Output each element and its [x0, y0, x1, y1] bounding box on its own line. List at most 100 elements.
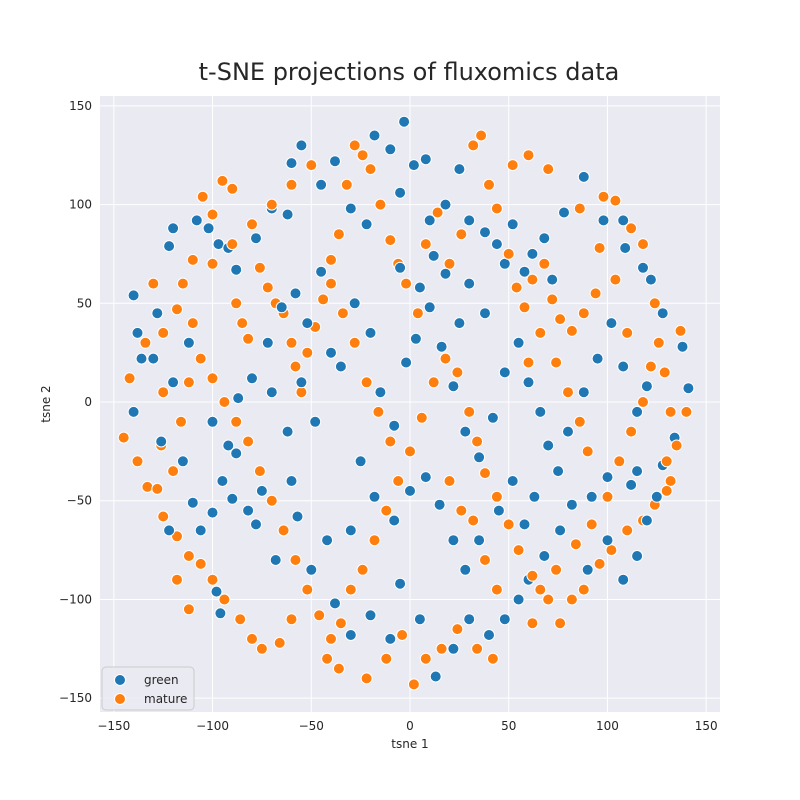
data-point-mature [255, 642, 268, 655]
data-point-green [419, 471, 432, 484]
data-point-mature [512, 544, 525, 557]
data-point-mature [147, 277, 160, 290]
y-axis-label: tsne 2 [39, 385, 53, 422]
data-point-green [206, 506, 219, 519]
data-point-mature [573, 202, 586, 215]
data-point-mature [419, 652, 432, 665]
data-point-green [453, 317, 466, 330]
data-point-mature [404, 445, 416, 458]
data-point-green [289, 287, 302, 300]
data-point-green [151, 307, 164, 320]
data-point-green [413, 613, 426, 626]
data-point-mature [467, 514, 480, 527]
data-point-mature [664, 405, 677, 418]
data-point-mature [609, 194, 622, 207]
data-point-green [202, 222, 215, 235]
data-point-green [388, 514, 401, 527]
data-point-green [329, 597, 341, 610]
y-tick-label: 150 [69, 99, 92, 113]
data-point-mature [451, 366, 464, 379]
data-point-mature [652, 336, 665, 349]
data-point-green [250, 518, 262, 531]
data-point-green [368, 490, 381, 503]
data-point-green [394, 186, 407, 199]
data-point-mature [605, 544, 618, 557]
data-point-mature [226, 182, 239, 195]
data-point-mature [246, 218, 258, 231]
data-point-green [222, 439, 235, 452]
data-point-green [617, 360, 630, 373]
data-point-mature [182, 550, 195, 562]
data-point-mature [674, 324, 687, 337]
data-point-green [344, 524, 357, 537]
data-point-green [394, 261, 407, 274]
data-point-mature [151, 482, 164, 495]
data-point-mature [670, 439, 683, 452]
data-point-mature [380, 652, 393, 665]
data-point-green [498, 257, 511, 270]
data-point-green [182, 336, 195, 349]
data-point-mature [230, 297, 243, 310]
data-point-mature [589, 287, 602, 300]
data-point-mature [439, 352, 452, 365]
data-point-mature [242, 332, 255, 345]
data-point-mature [334, 617, 347, 630]
data-point-mature [216, 174, 229, 187]
data-point-green [518, 265, 531, 278]
data-point-green [295, 376, 308, 389]
x-tick-label: −150 [97, 719, 130, 733]
data-point-mature [479, 467, 491, 480]
data-point-mature [554, 313, 567, 326]
data-point-green [640, 514, 653, 527]
data-point-green [186, 496, 199, 509]
data-point-mature [196, 190, 209, 203]
data-point-mature [415, 411, 428, 424]
data-point-mature [206, 573, 219, 586]
x-tick-label: 100 [596, 719, 619, 733]
y-tick-label: 50 [77, 296, 92, 310]
data-point-mature [230, 415, 243, 428]
data-point-green [394, 577, 407, 590]
data-point-green [163, 524, 176, 537]
data-point-mature [332, 228, 345, 241]
data-point-green [538, 550, 551, 562]
data-point-mature [577, 307, 590, 320]
data-point-green [631, 405, 644, 418]
data-point-mature [325, 253, 337, 266]
data-point-green [348, 297, 361, 310]
data-point-mature [534, 326, 547, 339]
data-point-mature [506, 159, 519, 172]
data-point-green [617, 573, 630, 586]
data-point-mature [175, 415, 187, 428]
data-point-green [619, 242, 632, 254]
data-point-mature [364, 163, 377, 176]
data-point-mature [301, 346, 314, 359]
data-point-mature [601, 490, 614, 503]
data-point-green [601, 534, 614, 547]
data-point-mature [265, 494, 278, 507]
data-point-green [230, 263, 243, 276]
data-point-green [546, 273, 559, 286]
data-point-mature [123, 372, 136, 385]
data-point-green [255, 484, 268, 497]
data-point-green [650, 490, 663, 503]
data-point-green [409, 332, 422, 345]
data-point-green [368, 129, 381, 142]
data-point-green [250, 232, 262, 245]
data-point-green [295, 139, 308, 152]
data-point-green [512, 593, 525, 606]
data-point-mature [356, 563, 369, 576]
data-point-green [398, 115, 411, 128]
data-point-green [644, 273, 657, 286]
data-point-green [631, 550, 644, 562]
data-point-green [194, 524, 207, 537]
data-point-green [291, 510, 304, 523]
data-point-green [433, 498, 446, 511]
data-point-mature [234, 613, 247, 626]
data-point-mature [285, 336, 298, 349]
data-point-mature [332, 662, 345, 675]
data-point-green [498, 366, 511, 379]
data-point-mature [411, 307, 424, 320]
data-point-mature [542, 593, 555, 606]
data-point-green [261, 336, 274, 349]
